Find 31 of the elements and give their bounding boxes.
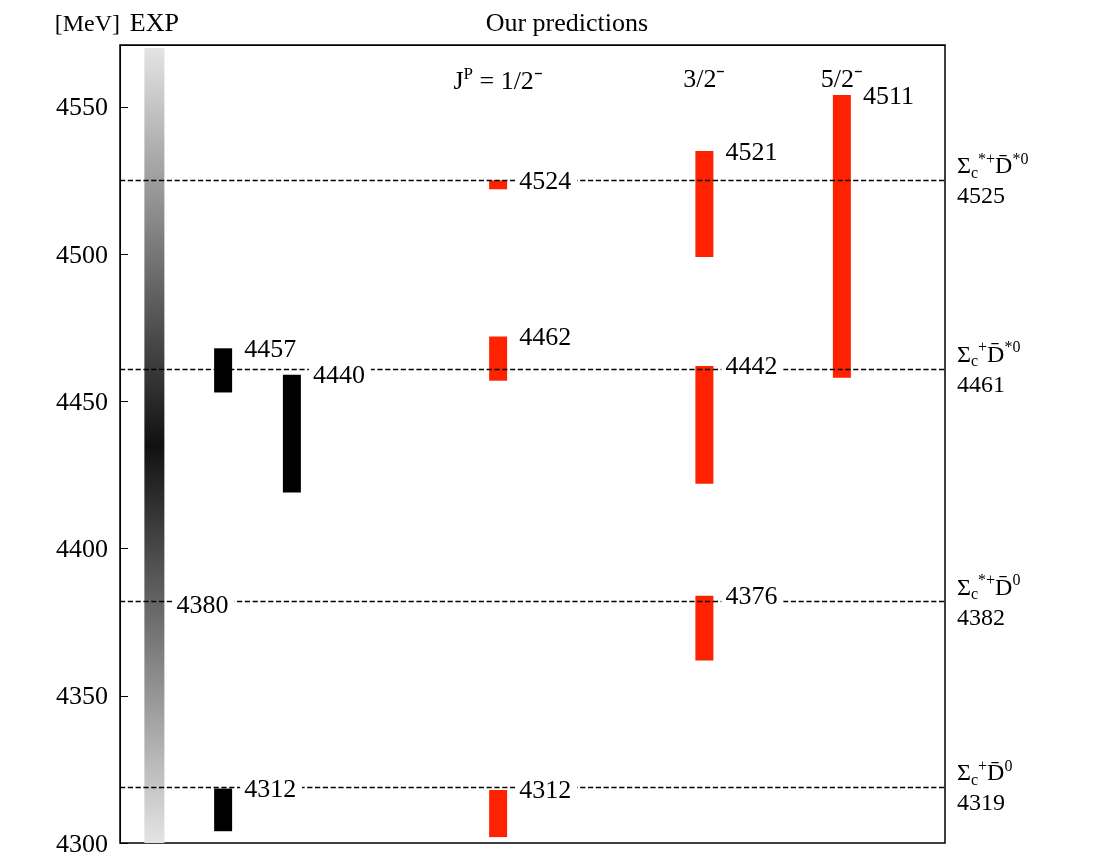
y-axis-title: [MeV] bbox=[54, 10, 120, 36]
text: Our predictions bbox=[485, 7, 649, 37]
annotation: 4462 bbox=[519, 322, 572, 352]
annotation: 4312 bbox=[244, 774, 297, 804]
y-tick-label: 4300 bbox=[56, 828, 108, 856]
annotation: 4521 bbox=[725, 136, 778, 166]
bar bbox=[489, 336, 508, 381]
bar bbox=[695, 151, 714, 258]
annotation: 4376 bbox=[725, 581, 778, 611]
annotation: 4457 bbox=[244, 333, 297, 363]
y-tick-label: 4500 bbox=[56, 239, 108, 269]
bar bbox=[695, 595, 714, 661]
annotation: 4440 bbox=[312, 360, 365, 390]
annotation: 4442 bbox=[725, 351, 778, 381]
x-tick-label: 3/2⁻ bbox=[683, 63, 726, 93]
annotation: 4511 bbox=[862, 80, 914, 110]
bar bbox=[489, 790, 508, 838]
bar bbox=[832, 95, 851, 378]
annotation: 4524 bbox=[519, 165, 572, 195]
y-tick-label: 4450 bbox=[56, 386, 108, 416]
bar bbox=[282, 374, 301, 493]
bar bbox=[489, 180, 508, 190]
text: EXP bbox=[129, 7, 179, 37]
y-tick-label: 4350 bbox=[56, 681, 108, 711]
y-tick-label: 4400 bbox=[56, 534, 108, 564]
x-tick-label: 5/2⁻ bbox=[820, 63, 863, 93]
annotation: 4380 bbox=[176, 589, 229, 619]
y-tick-label: 4550 bbox=[56, 92, 108, 122]
annotation: 4312 bbox=[519, 775, 572, 805]
bar bbox=[144, 47, 165, 843]
bar bbox=[695, 365, 714, 484]
